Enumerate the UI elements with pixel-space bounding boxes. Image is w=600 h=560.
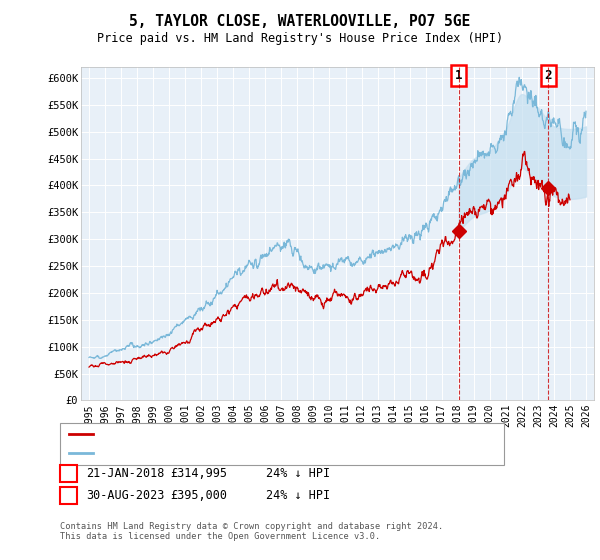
Text: 1: 1	[455, 69, 462, 82]
Text: 24% ↓ HPI: 24% ↓ HPI	[266, 489, 330, 502]
Text: £395,000: £395,000	[170, 489, 227, 502]
Text: Contains HM Land Registry data © Crown copyright and database right 2024.
This d: Contains HM Land Registry data © Crown c…	[60, 522, 443, 542]
Text: HPI: Average price, detached house, Havant: HPI: Average price, detached house, Hava…	[97, 448, 360, 458]
Text: 24% ↓ HPI: 24% ↓ HPI	[266, 466, 330, 480]
Text: 5, TAYLOR CLOSE, WATERLOOVILLE, PO7 5GE: 5, TAYLOR CLOSE, WATERLOOVILLE, PO7 5GE	[130, 14, 470, 29]
Text: 2: 2	[65, 489, 72, 502]
Text: Price paid vs. HM Land Registry's House Price Index (HPI): Price paid vs. HM Land Registry's House …	[97, 32, 503, 45]
Text: 21-JAN-2018: 21-JAN-2018	[86, 466, 164, 480]
Text: 1: 1	[65, 466, 72, 480]
Text: 5, TAYLOR CLOSE, WATERLOOVILLE, PO7 5GE (detached house): 5, TAYLOR CLOSE, WATERLOOVILLE, PO7 5GE …	[97, 429, 447, 439]
Text: 2: 2	[545, 69, 552, 82]
Text: £314,995: £314,995	[170, 466, 227, 480]
Text: 30-AUG-2023: 30-AUG-2023	[86, 489, 164, 502]
